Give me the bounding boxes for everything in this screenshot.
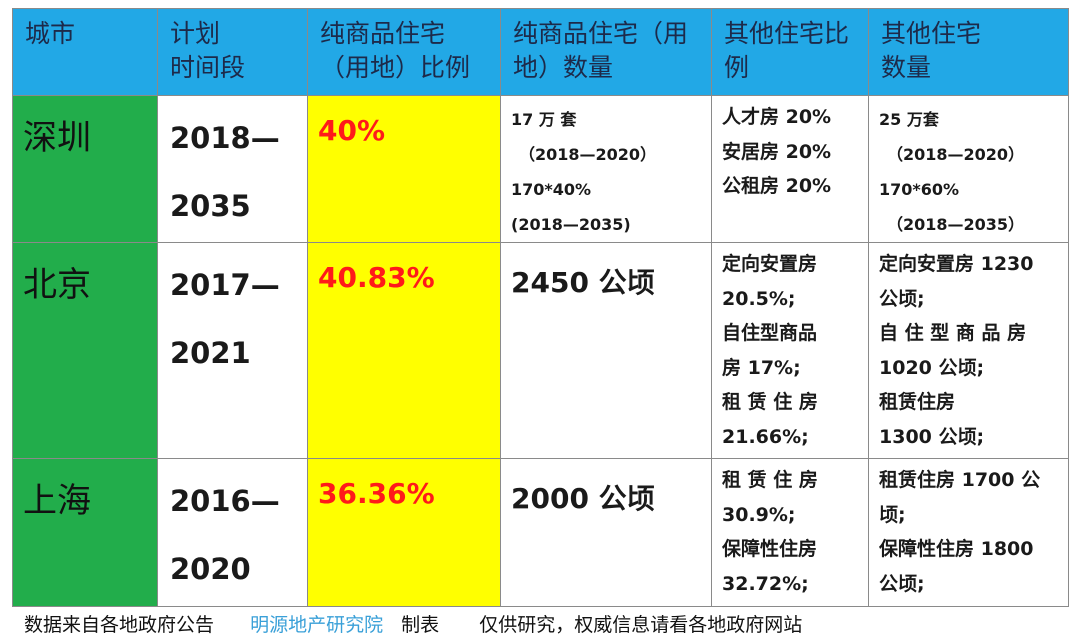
footer-note: 数据来自各地政府公告 明源地产研究院 制表 仅供研究，权威信息请看各地政府网站	[24, 610, 802, 637]
other-quantity-cell: 租赁住房 1700 公 顷; 保障性住房 1800 公顷;	[868, 458, 1069, 607]
city-cell: 上海	[12, 458, 158, 607]
header-other-quantity: 其他住宅 数量	[868, 8, 1069, 96]
city-cell: 北京	[12, 242, 158, 459]
header-other-ratio: 其他住宅比例	[711, 8, 869, 96]
footer-brand: 明源地产研究院	[250, 614, 384, 636]
footer-source: 数据来自各地政府公告	[24, 614, 215, 636]
commercial-quantity-cell: 2450 公顷	[500, 242, 712, 459]
commercial-ratio-cell: 36.36%	[307, 458, 501, 607]
table-row-beijing: 北京 2017— 2021 40.83% 2450 公顷 定向安置房 20.5%;…	[12, 242, 1069, 459]
table-header-row: 城市 计划 时间段 纯商品住宅 （用地）比例 纯商品住宅（用 地）数量 其他住宅比例 …	[12, 8, 1069, 96]
footer-made: 制表	[401, 614, 440, 636]
period-cell: 2016— 2020	[157, 458, 308, 607]
other-ratio-cell: 人才房 20% 安居房 20% 公租房 20%	[711, 95, 869, 243]
table-row-shanghai: 上海 2016— 2020 36.36% 2000 公顷 租 赁 住 房 30.9…	[12, 458, 1069, 607]
housing-plan-table: 城市 计划 时间段 纯商品住宅 （用地）比例 纯商品住宅（用 地）数量 其他住宅比例 …	[12, 8, 1069, 607]
commercial-quantity-cell: 17 万 套 （2018—2020） 170*40% (2018—2035)	[500, 95, 712, 243]
header-city: 城市	[12, 8, 158, 96]
city-cell: 深圳	[12, 95, 158, 243]
header-commercial-quantity: 纯商品住宅（用 地）数量	[500, 8, 712, 96]
quantity-line-spread: 17 万 套	[511, 110, 577, 129]
header-period: 计划 时间段	[157, 8, 308, 96]
other-ratio-cell: 租 赁 住 房 30.9%; 保障性住房 32.72%;	[711, 458, 869, 607]
footer-disclaimer: 仅供研究，权威信息请看各地政府网站	[479, 614, 803, 636]
other-ratio-cell: 定向安置房 20.5%; 自住型商品 房 17%; 租 赁 住 房 21.66%…	[711, 242, 869, 459]
commercial-quantity-cell: 2000 公顷	[500, 458, 712, 607]
commercial-ratio-cell: 40%	[307, 95, 501, 243]
period-cell: 2018— 2035	[157, 95, 308, 243]
other-quantity-cell: 定向安置房 1230 公顷; 自 住 型 商 品 房 1020 公顷; 租赁住房…	[868, 242, 1069, 459]
period-cell: 2017— 2021	[157, 242, 308, 459]
housing-plan-table-wrapper: 城市 计划 时间段 纯商品住宅 （用地）比例 纯商品住宅（用 地）数量 其他住宅比例 …	[12, 8, 1069, 607]
header-commercial-ratio: 纯商品住宅 （用地）比例	[307, 8, 501, 96]
commercial-ratio-cell: 40.83%	[307, 242, 501, 459]
table-row-shenzhen: 深圳 2018— 2035 40% 17 万 套 （2018—2020） 170*…	[12, 95, 1069, 243]
other-quantity-cell: 25 万套 （2018—2020） 170*60% （2018—2035）	[868, 95, 1069, 243]
